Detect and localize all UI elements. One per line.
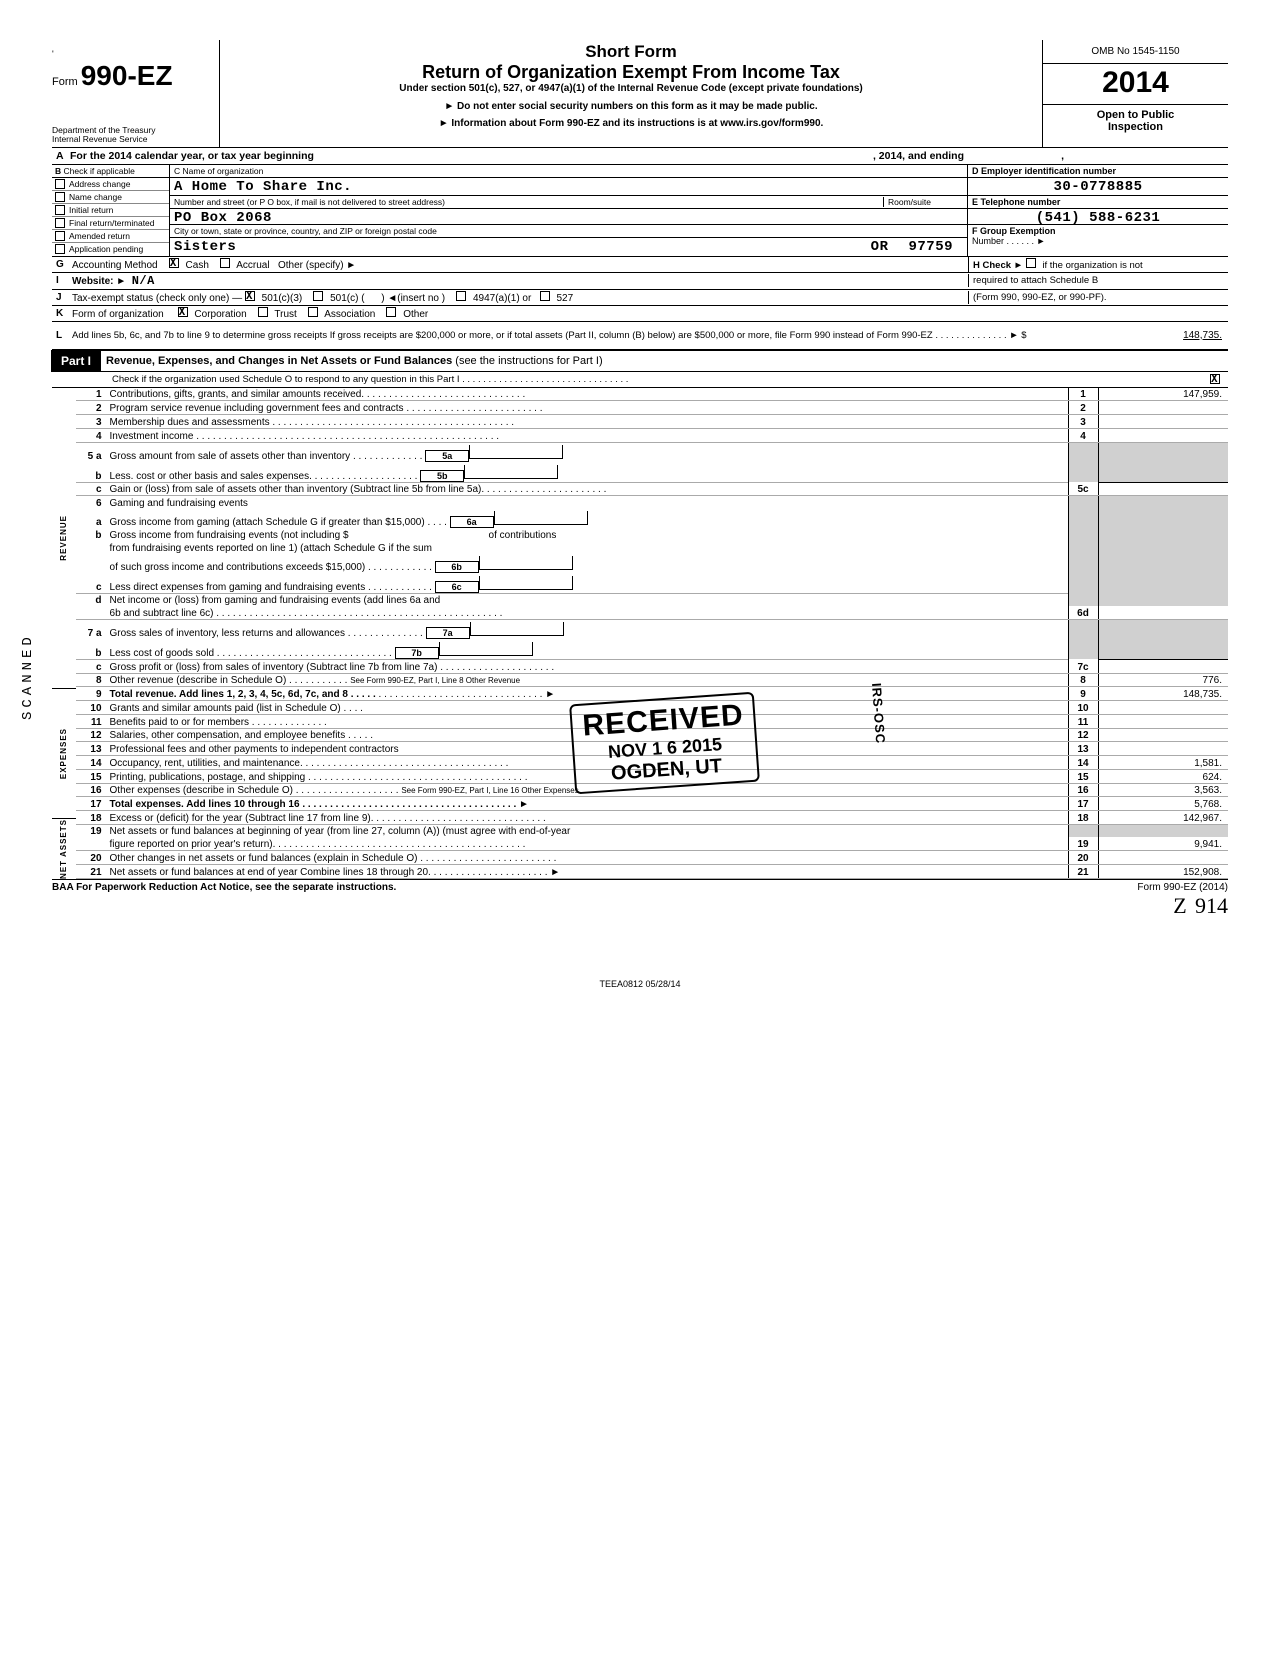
side-labels: REVENUE EXPENSES NET ASSETS [52,388,76,879]
org-name: A Home To Share Inc. [174,179,352,195]
form-id-cell: ' Form 990-EZ Department of the Treasury… [52,40,220,147]
col-b: B Check if applicable Address change Nam… [52,165,170,256]
no-ssn: ► Do not enter social security numbers o… [228,101,1034,112]
amt-16: 3,563. [1098,783,1228,797]
header-row: ' Form 990-EZ Department of the Treasury… [52,40,1228,148]
row-l: L Add lines 5b, 6c, and 7b to line 9 to … [52,322,1228,350]
omb-cell: OMB No 1545-1150 2014 Open to Public Ins… [1042,40,1228,147]
return-title: Return of Organization Exempt From Incom… [228,62,1034,83]
amt-15: 624. [1098,769,1228,783]
info-line: ► Information about Form 990-EZ and its … [228,118,1034,129]
col-c: C Name of organization A Home To Share I… [170,165,968,256]
open-inspection: Open to Public Inspection [1043,105,1228,133]
col-de: D Employer identification number 30-0778… [968,165,1228,256]
chk-501c3[interactable] [245,291,255,301]
part1-body: RECEIVED NOV 1 6 2015 OGDEN, UT IRS-OSC … [52,388,1228,879]
city: Sisters [174,239,236,255]
chk-addr[interactable] [55,179,65,189]
chk-h[interactable] [1026,258,1036,268]
chk-sched-o[interactable] [1210,374,1220,384]
row-g: G Accounting Method Cash Accrual Other (… [52,257,1228,273]
row-j: J Tax-exempt status (check only one) — 5… [52,290,1228,306]
amt-8: 776. [1098,673,1228,687]
part1-check: Check if the organization used Schedule … [52,372,1228,388]
row-a: A For the 2014 calendar year, or tax yea… [52,148,1228,165]
chk-amend[interactable] [55,231,65,241]
dept-block: Department of the Treasury Internal Reve… [52,126,213,145]
form-number: 990-EZ [81,60,173,91]
part1-header: Part I Revenue, Expenses, and Changes in… [52,350,1228,372]
short-form: Short Form [228,42,1034,62]
teea: TEEA0812 05/28/14 [52,979,1228,989]
form-container: ' Form 990-EZ Department of the Treasury… [52,40,1228,989]
footer: BAA For Paperwork Reduction Act Notice, … [52,879,1228,919]
row-k: K Form of organization Corporation Trust… [52,306,1228,322]
row-i: I Website: ► N/A required to attach Sche… [52,273,1228,290]
gross-receipts: 148,735. [1098,330,1228,341]
ein: 30-0778885 [1053,179,1142,195]
c-label: C Name of organization [170,165,967,178]
amt-19: 9,941. [1098,837,1228,850]
amt-1: 147,959. [1098,388,1228,401]
scanned-stamp: SCANNED [20,633,36,720]
omb: OMB No 1545-1150 [1043,40,1228,64]
hand-z: Z [1173,893,1186,918]
chk-init[interactable] [55,205,65,215]
amt-14: 1,581. [1098,756,1228,770]
phone: (541) 588-6231 [1036,210,1161,226]
chk-app[interactable] [55,244,65,254]
chk-corp[interactable] [178,307,188,317]
amt-9: 148,735. [1098,687,1228,701]
part1-table: 1Contributions, gifts, grants, and simil… [76,388,1228,879]
chk-name[interactable] [55,192,65,202]
po-box: PO Box 2068 [174,210,272,226]
amt-21: 152,908. [1098,864,1228,878]
title-cell: Short Form Return of Organization Exempt… [220,40,1042,147]
chk-accrual[interactable] [220,258,230,268]
hand-914: 914 [1195,893,1228,918]
chk-cash[interactable] [169,258,179,268]
amt-18: 142,967. [1098,810,1228,824]
chk-final[interactable] [55,218,65,228]
part1-tag: Part I [52,351,100,371]
entity-block: B Check if applicable Address change Nam… [52,165,1228,257]
under-section: Under section 501(c), 527, or 4947(a)(1)… [228,83,1034,95]
form-prefix: Form [52,76,78,88]
amt-17: 5,768. [1098,797,1228,811]
tax-year: 2014 [1043,64,1228,105]
